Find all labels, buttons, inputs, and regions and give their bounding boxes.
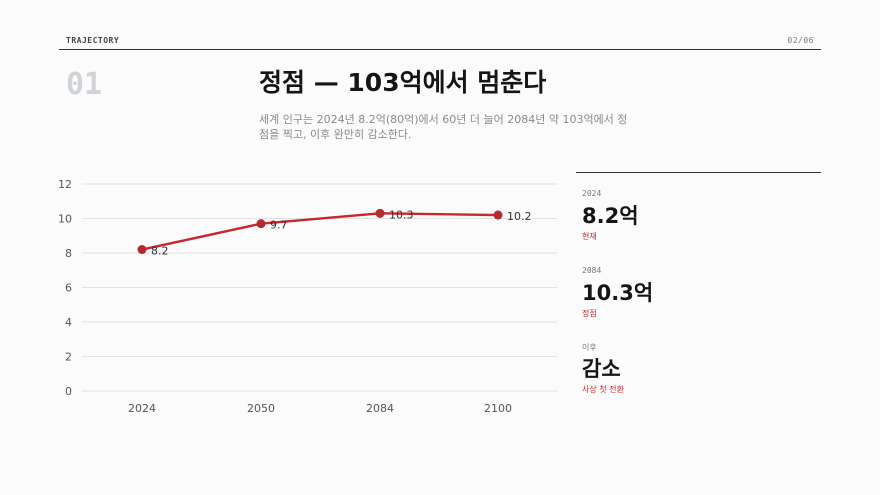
stat-current: 2024 8.2억 현재	[582, 189, 639, 242]
page-indicator: 02/06	[787, 36, 814, 45]
x-tick-label: 2100	[484, 402, 512, 415]
data-point	[137, 245, 147, 255]
slide-number: 01	[66, 67, 103, 102]
stat-value: 10.3억	[582, 281, 654, 305]
stat-value: 감소	[582, 357, 621, 381]
y-tick-label: 12	[58, 178, 72, 191]
stat-value: 8.2억	[582, 204, 639, 228]
y-tick-label: 8	[65, 247, 72, 260]
brand-label: TRAJECTORY	[66, 36, 120, 45]
x-tick-label: 2024	[128, 402, 156, 415]
header-divider	[59, 49, 821, 50]
data-label: 8.2	[151, 245, 169, 258]
y-tick-label: 4	[65, 316, 72, 329]
x-tick-label: 2084	[366, 402, 394, 415]
stats-divider	[576, 172, 821, 173]
stat-label: 이후	[582, 343, 597, 352]
y-tick-label: 10	[58, 213, 72, 226]
y-tick-label: 0	[65, 385, 72, 398]
data-point	[375, 208, 385, 218]
series-line	[141, 212, 499, 251]
stat-label: 2024	[582, 189, 602, 198]
y-tick-label: 6	[65, 282, 72, 295]
data-label: 10.3	[389, 208, 414, 221]
stat-peak: 2084 10.3억 정점	[582, 266, 653, 319]
stat-note: 정점	[582, 309, 597, 319]
slide-title: 정점 — 103억에서 멈춘다	[259, 68, 547, 97]
stat-note: 현재	[582, 232, 597, 242]
x-tick-label: 2050	[247, 402, 275, 415]
stat-after: 이후 감소 사상 첫 전환	[582, 342, 624, 395]
stat-label: 2084	[582, 266, 602, 275]
y-tick-label: 2	[65, 351, 72, 364]
data-point	[493, 210, 503, 220]
stat-note: 사상 첫 전환	[582, 385, 624, 395]
data-label: 10.2	[507, 210, 532, 223]
data-point	[256, 219, 266, 229]
data-label: 9.7	[270, 219, 288, 232]
slide-subtitle: 세계 인구는 2024년 8.2억(80억)에서 60년 더 늘어 2084년 …	[259, 113, 628, 141]
